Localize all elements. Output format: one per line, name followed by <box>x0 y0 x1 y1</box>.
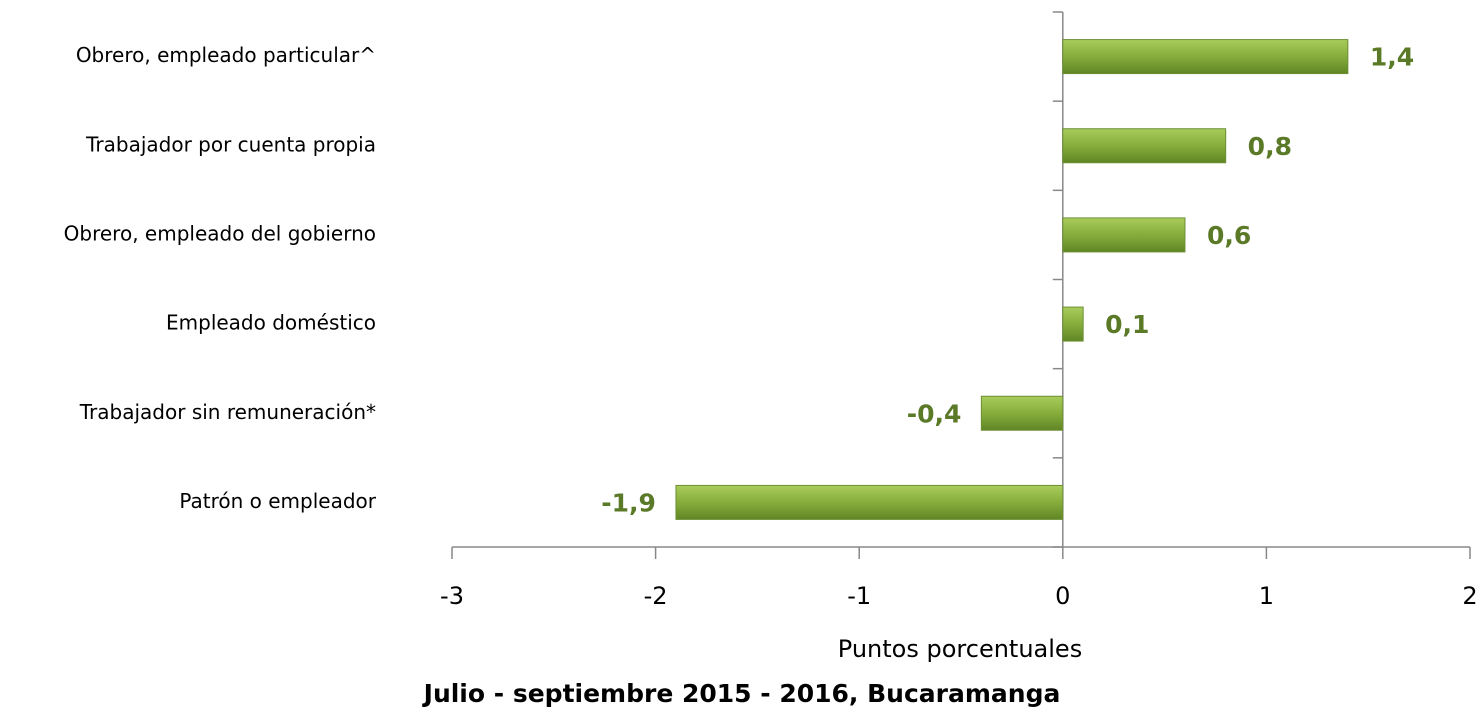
value-label: -0,4 <box>907 399 962 428</box>
bar <box>1062 39 1349 75</box>
chart-title: Julio - septiembre 2015 - 2016, Bucarama… <box>422 679 1061 708</box>
value-label: 0,1 <box>1105 310 1149 339</box>
value-label: 0,6 <box>1207 221 1251 250</box>
bar <box>675 484 1064 520</box>
x-tick-label: 0 <box>1055 582 1070 610</box>
value-label: -1,9 <box>601 488 656 517</box>
x-tick-label: -2 <box>644 582 668 610</box>
x-tick-label: -3 <box>440 582 464 610</box>
y-tick-label: Obrero, empleado particular^ <box>76 43 376 67</box>
bar <box>1062 128 1227 164</box>
x-tick-label: 2 <box>1462 582 1477 610</box>
y-tick-label: Trabajador por cuenta propia <box>85 132 376 156</box>
bar <box>980 395 1064 431</box>
value-label: 1,4 <box>1370 43 1414 72</box>
value-label: 0,8 <box>1248 132 1292 161</box>
bar <box>1062 306 1084 342</box>
x-tick-label: -1 <box>847 582 871 610</box>
x-tick-label: 1 <box>1259 582 1274 610</box>
y-tick-label: Obrero, empleado del gobierno <box>64 221 376 245</box>
y-tick-label: Empleado doméstico <box>166 311 376 335</box>
y-tick-label: Patrón o empleador <box>179 489 376 513</box>
bar <box>1062 217 1186 253</box>
y-tick-label: Trabajador sin remuneración* <box>79 400 376 424</box>
x-axis-label: Puntos porcentuales <box>838 635 1082 663</box>
